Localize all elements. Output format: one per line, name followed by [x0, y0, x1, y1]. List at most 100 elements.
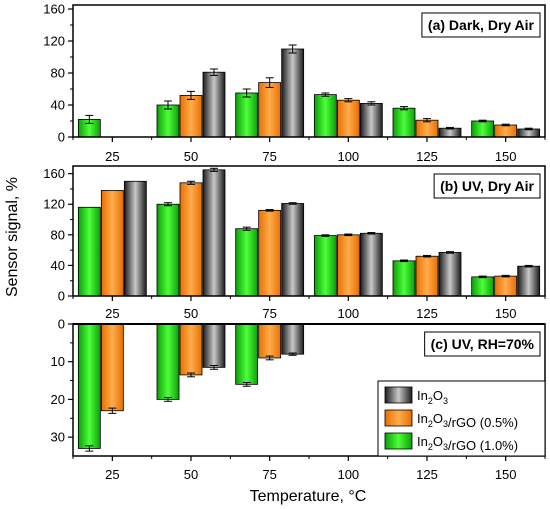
errorbar-p1-rgo05-150 [501, 123, 510, 127]
y-tick-label-p2: 40 [51, 258, 65, 273]
bar-p1-rgo10-125 [392, 107, 416, 138]
errorbar-p1-rgo10-125 [400, 106, 408, 111]
errorbar-p2-rgo10-75 [242, 226, 251, 231]
bar-p2-rgo10-125 [392, 260, 416, 297]
x-tick-label-p2-125: 125 [416, 306, 438, 321]
bar-p2-rgo05-25 [100, 190, 124, 297]
errorbar-p1-in2o3-125 [446, 126, 454, 130]
legend-label-rgo10: In2O3/rGO (1.0%) [417, 434, 518, 453]
bar-p3-rgo10-25 [77, 323, 101, 449]
errorbar-p2-rgo05-125 [423, 254, 431, 258]
bar-p2-in2o3-75 [281, 203, 305, 297]
errorbar-p3-rgo05-50 [187, 372, 195, 378]
bar-p1-rgo05-100 [336, 99, 360, 138]
bar-p1-rgo10-150 [471, 120, 495, 138]
y-tick-label-p3: 30 [51, 430, 65, 445]
errorbar-p2-rgo10-125 [400, 259, 408, 263]
errorbar-p1-in2o3-100 [367, 101, 376, 106]
bar-p1-rgo05-150 [494, 124, 518, 138]
bar-p1-rgo10-75 [235, 92, 259, 138]
errorbar-p3-rgo10-75 [242, 381, 251, 387]
x-tick-label-p3-25: 25 [105, 467, 119, 482]
bar-p3-rgo05-50 [179, 323, 203, 376]
panel-label-3: (c) UV, RH=70% [431, 336, 535, 352]
errorbar-p2-rgo05-150 [501, 274, 510, 278]
errorbar-p2-rgo05-100 [344, 233, 353, 237]
errorbar-p1-in2o3-150 [524, 127, 533, 131]
y-tick-label-p1: 120 [43, 34, 65, 49]
errorbar-p1-rgo10-75 [242, 88, 251, 98]
x-tick-label-p2-25: 25 [105, 306, 119, 321]
bar-p3-rgo10-50 [156, 323, 180, 400]
bar-p1-rgo05-125 [415, 119, 439, 138]
x-tick-label-p3-125: 125 [416, 467, 438, 482]
bar-p1-rgo10-100 [313, 94, 337, 138]
y-tick-label-p3: 0 [58, 317, 65, 332]
errorbar-p1-rgo10-50 [164, 100, 172, 110]
x-tick-label-p3-150: 150 [495, 467, 517, 482]
y-tick-label-p1: 0 [58, 130, 65, 145]
y-tick-label-p2: 160 [43, 166, 65, 181]
errorbar-p2-in2o3-100 [367, 232, 376, 235]
x-tick-label-p2-50: 50 [184, 306, 198, 321]
errorbar-p3-rgo10-50 [164, 397, 172, 402]
errorbar-p1-rgo05-50 [187, 90, 195, 100]
errorbar-p1-rgo10-25 [85, 114, 94, 124]
errorbar-p3-rgo05-25 [108, 407, 117, 414]
bar-p2-rgo10-50 [156, 203, 180, 297]
bar-p1-in2o3-75 [281, 48, 305, 138]
errorbar-p2-in2o3-75 [288, 202, 297, 205]
errorbar-p2-in2o3-125 [446, 251, 454, 254]
bar-p2-rgo10-75 [235, 228, 259, 297]
errorbar-p1-rgo05-100 [344, 98, 353, 103]
x-tick-label-p3-50: 50 [184, 467, 198, 482]
panel-label-box-3 [424, 331, 541, 357]
bar-p3-rgo10-75 [235, 323, 259, 385]
x-tick-label-p1-75: 75 [262, 149, 276, 164]
y-tick-label-p2: 0 [58, 289, 65, 304]
x-tick-label-p3-75: 75 [262, 467, 276, 482]
x-tick-label-p3-100: 100 [337, 467, 359, 482]
legend-swatch-in2o3 [384, 386, 413, 404]
errorbar-p3-rgo10-25 [85, 445, 94, 452]
legend-swatch-rgo10 [384, 432, 413, 450]
x-tick-label-p2-100: 100 [337, 306, 359, 321]
errorbar-p2-in2o3-150 [524, 264, 533, 268]
bar-p2-in2o3-25 [123, 180, 147, 297]
frames-layer [68, 4, 546, 461]
bar-p2-rgo05-50 [179, 182, 203, 297]
errorbar-p1-in2o3-50 [210, 68, 218, 76]
bar-p2-in2o3-50 [202, 169, 226, 297]
bars-layer [77, 44, 541, 452]
errorbar-p1-rgo05-125 [423, 118, 431, 123]
errorbar-p3-in2o3-50 [210, 364, 218, 370]
errorbar-p1-rgo05-75 [265, 77, 274, 88]
y-tick-label-p1: 40 [51, 98, 65, 113]
y-axis-title: Sensor signal, % [4, 177, 21, 297]
errorbar-p2-rgo10-50 [164, 202, 172, 207]
bar-p2-rgo10-100 [313, 235, 337, 297]
bar-p1-rgo05-75 [258, 82, 282, 138]
bar-p2-in2o3-100 [359, 232, 383, 297]
errorbar-p2-rgo10-150 [478, 275, 487, 279]
bar-p2-in2o3-125 [438, 252, 462, 297]
panel-label-box-1 [421, 12, 541, 38]
y-tick-label-p1: 80 [51, 66, 65, 81]
errorbar-p2-rgo05-75 [265, 209, 274, 212]
errorbar-p1-rgo10-100 [321, 92, 330, 97]
bar-p3-in2o3-50 [202, 323, 226, 368]
bar-p2-rgo05-150 [494, 275, 518, 297]
bar-p3-rgo05-25 [100, 323, 124, 412]
errorbar-p1-in2o3-75 [288, 44, 297, 54]
x-tick-label-p1-150: 150 [495, 149, 517, 164]
legend-label-in2o3: In2O3 [417, 388, 448, 406]
bar-p2-in2o3-150 [517, 265, 541, 297]
bar-p3-rgo05-75 [258, 323, 282, 359]
bar-p3-in2o3-75 [281, 323, 305, 355]
x-tick-label-p2-75: 75 [262, 306, 276, 321]
y-tick-label-p2: 80 [51, 227, 65, 242]
errorbar-p2-in2o3-50 [210, 167, 218, 172]
panel-label-2: (b) UV, Dry Air [440, 178, 534, 194]
